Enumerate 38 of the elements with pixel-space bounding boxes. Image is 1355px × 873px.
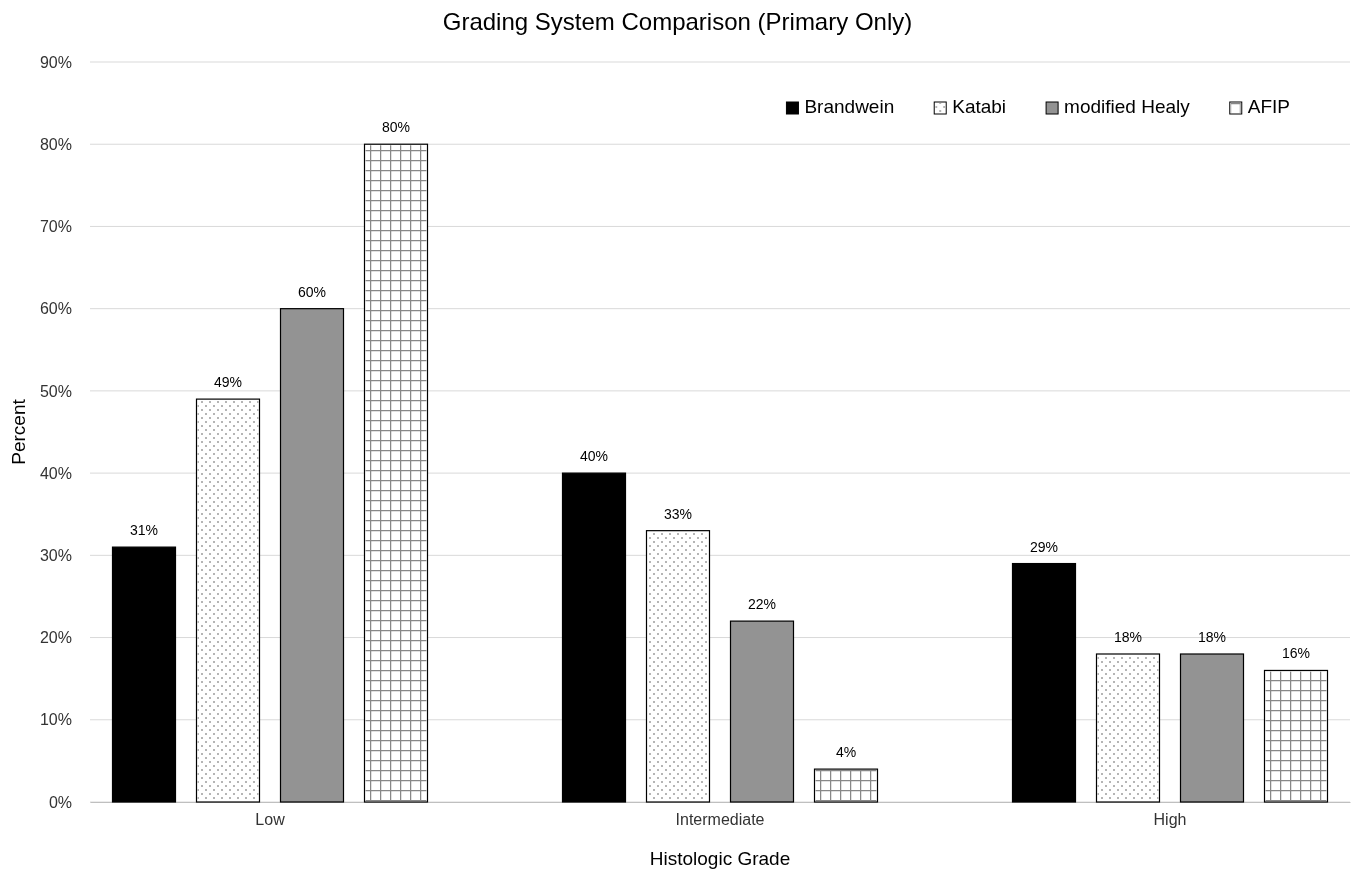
legend-label: modified Healy <box>1064 96 1191 117</box>
data-label: 49% <box>213 374 243 391</box>
legend-label: Brandwein <box>804 96 895 117</box>
y-tick-label: 40% <box>39 464 72 482</box>
bar <box>729 620 795 803</box>
y-tick-label: 30% <box>39 546 72 564</box>
x-tick-label: Low <box>255 811 286 829</box>
data-label: 29% <box>1029 538 1059 555</box>
data-label: 31% <box>129 522 159 539</box>
bar <box>111 546 177 803</box>
x-tick-label: Intermediate <box>675 811 765 829</box>
data-label: 18% <box>1113 629 1143 645</box>
chart-title: Grading System Comparison (Primary Only) <box>442 8 913 35</box>
data-label: 18% <box>1197 629 1227 645</box>
data-label: 22% <box>747 596 777 613</box>
bar <box>561 472 627 803</box>
legend-label: Katabi <box>952 96 1007 117</box>
data-label: 4% <box>835 744 857 761</box>
x-tick-label: High <box>1153 811 1187 829</box>
y-tick-label: 10% <box>39 711 72 729</box>
data-label: 40% <box>579 448 609 465</box>
data-label: 33% <box>663 505 693 522</box>
bar <box>279 308 345 803</box>
y-axis-title: Percent <box>8 398 29 465</box>
y-tick-label: 0% <box>48 793 72 811</box>
legend-label: AFIP <box>1247 96 1290 117</box>
data-label: 60% <box>297 283 327 300</box>
x-axis-title: Histologic Grade <box>649 848 791 869</box>
y-tick-label: 90% <box>39 53 72 71</box>
y-tick-label: 80% <box>39 135 72 153</box>
bar <box>1011 562 1077 803</box>
y-tick-label: 50% <box>39 382 72 400</box>
y-tick-label: 20% <box>39 629 72 647</box>
data-label: 80% <box>381 119 411 136</box>
data-label: 16% <box>1281 645 1311 662</box>
bar <box>1179 653 1245 803</box>
y-tick-label: 70% <box>39 218 72 236</box>
y-tick-label: 60% <box>39 300 72 318</box>
